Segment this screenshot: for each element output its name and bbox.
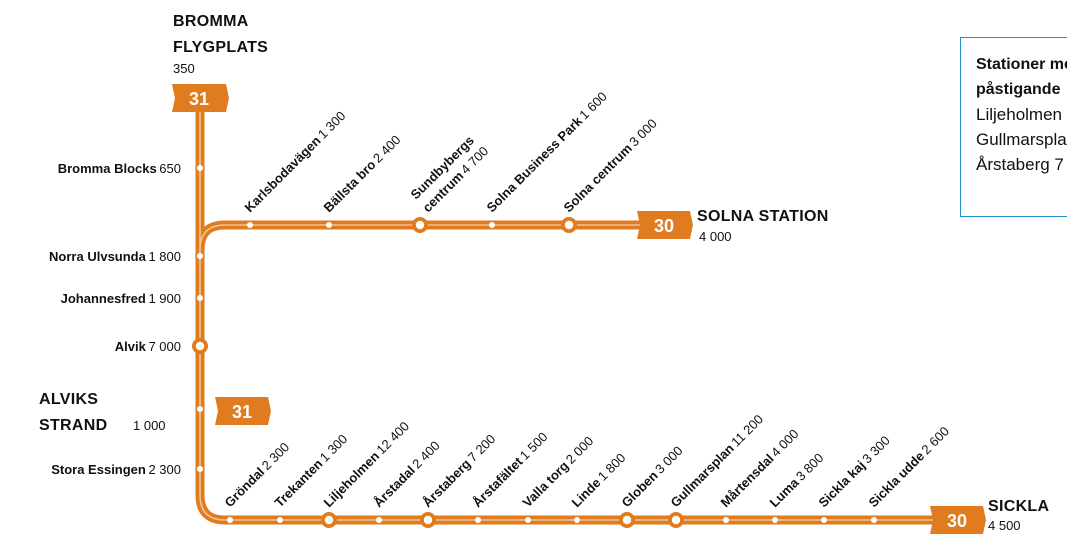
station-m-rtensdal-pax: 4 000 (766, 426, 801, 461)
station-bromma-blocks-pax: 650 (157, 161, 181, 176)
line-31-badge-alviks-strand: 31 (215, 397, 271, 425)
station-solna-business-park-pax: 1 600 (574, 89, 609, 124)
line-31-badge-top: 31 (172, 84, 229, 112)
box-row-3: Årstaberg 7 200 (976, 155, 1067, 174)
station-bromma-blocks-name: Bromma Blocks (58, 161, 157, 176)
station-liljeholmen-label: Liljeholmen 12 400 (321, 418, 413, 510)
station-gullmarsplan-pax: 11 200 (726, 411, 766, 451)
station-alvik-stop-center (195, 341, 205, 351)
station-norra-ulvsunda-pax: 1 800 (146, 249, 181, 264)
station-m-rtensdal-stop (723, 517, 729, 523)
box-title-line-1: Stationer med flest (976, 56, 1067, 73)
station-linde-stop (574, 517, 580, 523)
station-gr-ndal-name: Gröndal (222, 464, 268, 510)
station-gr-ndal-stop (227, 517, 233, 523)
station-stora-essingen-pax: 2 300 (146, 462, 181, 477)
station-solna-centrum-name: Solna centrum (561, 141, 635, 215)
station-rstaberg-name: Årstaberg (420, 456, 474, 510)
station-b-llsta-bro-stop (326, 222, 332, 228)
station-karlsbodav-gen-stop (247, 222, 253, 228)
station-norra-ulvsunda-name: Norra Ulvsunda (49, 249, 147, 264)
station-rstadal-name: Årstadal (371, 463, 418, 510)
terminus-bromma-name-1: BROMMA (173, 13, 249, 30)
station-gullmarsplan-stop-center (671, 515, 681, 525)
station-stora-essingen-name: Stora Essingen (51, 462, 146, 477)
station-b-llsta-bro-name: Bällsta bro (321, 157, 379, 215)
box-row-1: Liljeholmen 12 400 (976, 105, 1067, 124)
station-stora-essingen-stop (197, 466, 203, 472)
station-sickla-kaj-pax: 3 300 (857, 433, 892, 468)
station-johannesfred-stop (197, 295, 203, 301)
station-sickla-kaj-stop (821, 517, 827, 523)
station-rstaberg-pax: 7 200 (463, 431, 498, 466)
station-bromma-blocks-label: Bromma Blocks 650 (58, 161, 181, 176)
station-solna-business-park-label: Solna Business Park 1 600 (484, 89, 610, 215)
station-alvik-name: Alvik (115, 339, 147, 354)
terminus-alviks-strand-name-1: ALVIKS (39, 391, 98, 408)
terminus-solna-pax: 4 000 (699, 229, 732, 244)
top-stations-box: Stationer med flest påstigande Liljeholm… (960, 37, 1067, 217)
station-liljeholmen-pax: 12 400 (372, 418, 413, 459)
terminus-bromma-pax: 350 (173, 61, 195, 76)
station-luma-pax: 3 800 (791, 450, 826, 485)
station-b-llsta-bro-label: Bällsta bro 2 400 (321, 132, 404, 215)
station-globen-stop-center (622, 515, 632, 525)
station-rstaf-ltet-pax: 1 500 (515, 429, 550, 464)
station-solna-business-park-stop (489, 222, 495, 228)
station-sickla-kaj-name: Sickla kaj (816, 458, 869, 511)
station-trekanten-pax: 1 300 (315, 431, 350, 466)
stations-layer: Bromma Blocks 650 Norra Ulvsunda 1 800 Joh… (49, 89, 952, 528)
line-number: 31 (189, 89, 209, 109)
station-liljeholmen-stop-center (324, 515, 334, 525)
terminus-solna-name: SOLNA STATION (697, 208, 829, 225)
station-luma-stop (772, 517, 778, 523)
station-sickla-udde-pax: 2 600 (917, 424, 952, 459)
terminus-alviks-strand-pax: 1 000 (133, 418, 166, 433)
box-title-line-2: påstigande (976, 81, 1061, 98)
line-30-badge-solna: 30 (637, 211, 693, 239)
station-karlsbodav-gen-name: Karlsbodavägen (242, 133, 324, 215)
station-solna-centrum-pax: 3 000 (624, 116, 659, 151)
station-solna-centrum-stop-center (564, 220, 574, 230)
station-linde-pax: 1 800 (593, 450, 628, 485)
station-rstaberg-stop-center (423, 515, 433, 525)
station-rstadal-pax: 2 400 (407, 438, 442, 473)
station-valla-torg-stop (525, 517, 531, 523)
station-gullmarsplan-label: Gullmarsplan 11 200 (668, 411, 767, 510)
station-trekanten-stop (277, 517, 283, 523)
station-globen-pax: 3 000 (650, 443, 685, 478)
station-johannesfred-label: Johannesfred 1 900 (61, 291, 181, 306)
station-valla-torg-pax: 2 000 (561, 433, 596, 468)
station-johannesfred-pax: 1 900 (146, 291, 181, 306)
terminus-sickla-name: SICKLA (988, 498, 1050, 515)
station-alviks-strand-stop (197, 406, 203, 412)
box-row-2: Gullmarsplan 11 200 (976, 130, 1067, 149)
station-alvik-pax: 7 000 (146, 339, 181, 354)
terminus-sickla-pax: 4 500 (988, 518, 1021, 533)
station-rstadal-stop (376, 517, 382, 523)
line-30-badge-sickla: 30 (930, 506, 986, 534)
station-bromma-blocks-stop (197, 165, 203, 171)
station-trekanten-name: Trekanten (272, 456, 326, 510)
line-number: 31 (232, 402, 252, 422)
line-number: 30 (654, 216, 674, 236)
station-gr-ndal-pax: 2 300 (257, 439, 292, 474)
station-sundbybergs-stop-center (415, 220, 425, 230)
station-b-llsta-bro-pax: 2 400 (368, 132, 403, 167)
terminus-bromma-name-2: FLYGPLATS (173, 39, 268, 56)
terminus-alviks-strand-name-2: STRAND (39, 417, 107, 434)
station-norra-ulvsunda-stop (197, 253, 203, 259)
station-stora-essingen-label: Stora Essingen 2 300 (51, 462, 181, 477)
station-norra-ulvsunda-label: Norra Ulvsunda 1 800 (49, 249, 181, 264)
station-sickla-udde-stop (871, 517, 877, 523)
station-globen-name: Globen (619, 468, 661, 510)
station-rstaf-ltet-stop (475, 517, 481, 523)
station-karlsbodav-gen-pax: 1 300 (313, 108, 348, 143)
station-alvik-label: Alvik 7 000 (115, 339, 181, 354)
route-line-inner (199, 95, 960, 521)
line-number: 30 (947, 511, 967, 531)
station-johannesfred-name: Johannesfred (61, 291, 146, 306)
station-valla-torg-name: Valla torg (520, 458, 572, 510)
